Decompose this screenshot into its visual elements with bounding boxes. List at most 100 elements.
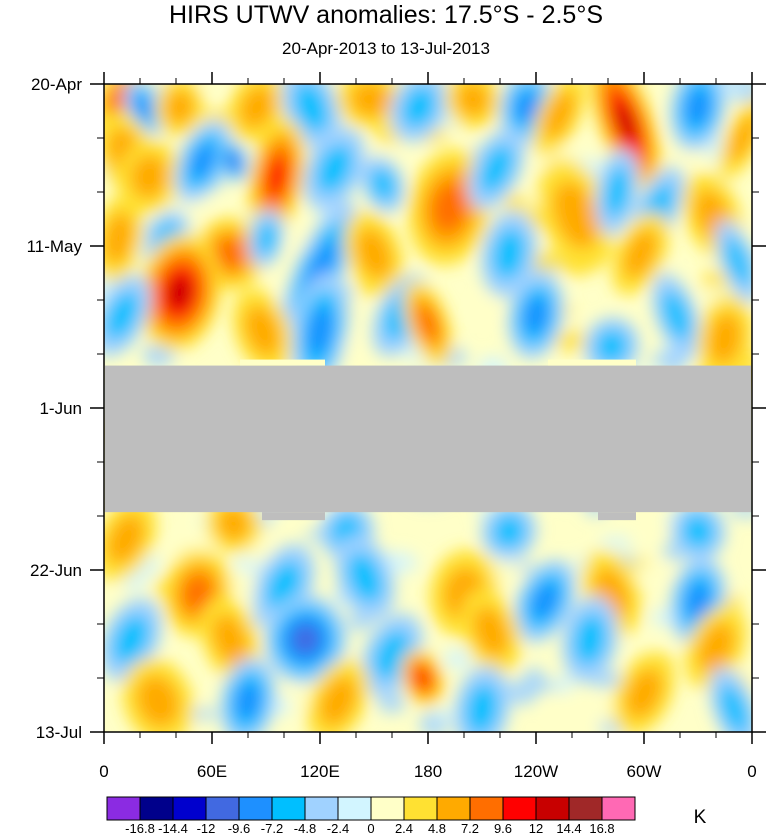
colorbar-swatch — [601, 796, 636, 821]
colorbar-label: -2.4 — [327, 821, 349, 834]
y-tick-label: 20-Apr — [31, 75, 82, 94]
anomaly-mark — [235, 682, 261, 720]
anomaly-mark — [515, 91, 539, 123]
noise-mark — [201, 84, 220, 94]
noise-mark — [443, 648, 473, 670]
x-tick-label: 0 — [99, 762, 108, 781]
anomaly-mark — [431, 182, 468, 233]
colorbar-swatch — [469, 796, 504, 821]
anomaly-mark — [315, 143, 353, 194]
band-edge-notch — [598, 512, 636, 521]
anomaly-mark — [135, 95, 152, 120]
anomaly-mark — [728, 113, 752, 163]
chart-title: HIRS UTWV anomalies: 17.5°S - 2.5°S — [168, 1, 604, 29]
y-tick-label: 11-May — [27, 237, 83, 256]
colorbar-label: -4.8 — [294, 821, 316, 834]
colorbar-label: -16.8 — [125, 821, 155, 834]
colorbar-swatch — [403, 796, 438, 821]
anomaly-mark — [347, 552, 383, 604]
anomaly-mark — [217, 506, 251, 542]
anomaly-mark — [104, 212, 134, 265]
anomaly-mark — [523, 296, 549, 335]
noise-mark — [550, 699, 577, 716]
anomaly-mark — [417, 305, 439, 342]
anomaly-mark — [104, 290, 140, 341]
anomaly-mark — [190, 143, 216, 179]
anomaly-mark — [293, 84, 329, 133]
anomaly-mark — [130, 154, 168, 199]
anomaly-mark — [697, 622, 735, 673]
anomaly-mark — [182, 574, 213, 612]
band-edge-notch — [548, 359, 636, 366]
anomaly-mark — [681, 513, 715, 549]
colorbar-swatch — [337, 796, 372, 821]
anomaly-mark — [661, 290, 692, 341]
anomaly-mark — [401, 86, 437, 129]
noise-mark — [599, 536, 633, 549]
anomaly-mark — [492, 227, 526, 280]
anomaly-mark — [724, 236, 751, 287]
colorbar-swatch — [568, 796, 603, 821]
noise-mark — [377, 693, 406, 714]
noise-mark — [553, 329, 590, 353]
colorbar-swatch — [106, 796, 141, 821]
anomaly-mark — [552, 181, 599, 249]
anomaly-mark — [604, 165, 630, 219]
anomaly-mark — [108, 84, 129, 115]
colorbar-unit-label: K — [694, 807, 707, 828]
anomaly-mark — [456, 84, 490, 117]
colorbar-swatch — [436, 796, 471, 821]
anomaly-mark — [685, 582, 711, 620]
colorbar-label: 16.8 — [589, 821, 614, 834]
missing-data-band — [105, 365, 751, 513]
noise-mark — [649, 351, 689, 368]
y-tick-label: 13-Jul — [36, 723, 82, 742]
colorbar-label: -14.4 — [158, 821, 188, 834]
anomaly-mark — [685, 88, 711, 126]
anomaly-mark — [623, 229, 658, 279]
y-tick-label: 22-Jun — [30, 561, 82, 580]
anomaly-mark — [356, 228, 392, 280]
colorbar-label: 0 — [367, 821, 374, 834]
noise-mark — [477, 298, 496, 317]
x-tick-label: 0 — [747, 762, 756, 781]
colorbar-label: 2.4 — [395, 821, 413, 834]
noise-mark — [504, 680, 538, 706]
anomaly-mark — [215, 238, 245, 270]
noise-mark — [554, 674, 574, 694]
noise-mark — [558, 148, 597, 161]
anomaly-mark — [573, 613, 607, 666]
anomaly-mark — [369, 167, 397, 202]
x-tick-label: 60E — [197, 762, 227, 781]
anomaly-mark — [492, 514, 526, 549]
anomaly-mark — [531, 583, 559, 619]
anomaly-mark — [165, 89, 195, 125]
anomaly-mark — [255, 220, 277, 256]
colorbar-swatch — [238, 796, 273, 821]
anomaly-mark — [239, 86, 275, 129]
anomaly-mark — [244, 305, 281, 357]
anomaly-mark — [107, 514, 145, 565]
noise-mark — [433, 707, 453, 721]
colorbar-label: 7.2 — [461, 821, 479, 834]
anomaly-mark — [465, 682, 499, 732]
anomaly-mark — [291, 624, 320, 655]
colorbar-label: -9.6 — [228, 821, 250, 834]
anomaly-mark — [708, 312, 742, 365]
colorbar-swatch — [502, 796, 537, 821]
anomaly-mark — [479, 144, 514, 194]
anomaly-mark — [415, 668, 430, 688]
anomaly-mark — [168, 276, 191, 309]
anomaly-mark — [719, 683, 749, 732]
anomaly-mark — [112, 614, 150, 665]
colorbar-swatch — [172, 796, 207, 821]
anomaly-mark — [228, 154, 239, 169]
x-tick-label: 180 — [414, 762, 442, 781]
colorbar-label: 12 — [529, 821, 543, 834]
colorbar-label: 14.4 — [556, 821, 581, 834]
colorbar-swatch — [271, 796, 306, 821]
colorbar-swatch — [535, 796, 570, 821]
band-edge-notch — [240, 359, 325, 366]
anomaly-mark — [267, 157, 287, 196]
